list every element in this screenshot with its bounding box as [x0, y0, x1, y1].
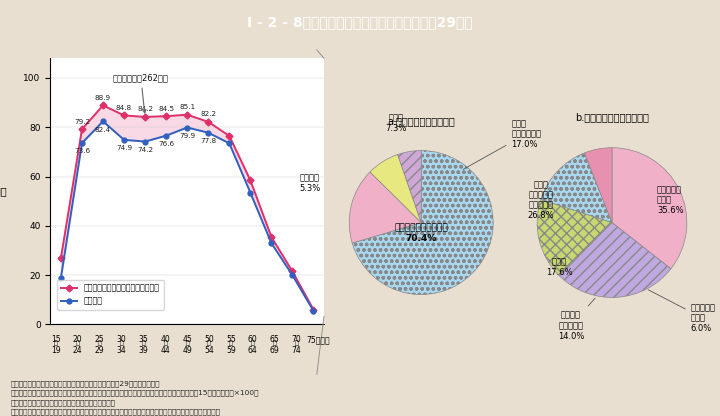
Text: 〜: 〜: [163, 340, 167, 346]
Text: 82.4: 82.4: [95, 127, 111, 133]
Wedge shape: [352, 151, 493, 295]
Text: 〜: 〜: [120, 340, 123, 346]
Text: 79.2: 79.2: [74, 119, 90, 125]
Text: 〜: 〜: [185, 340, 189, 346]
Title: a.　希望する就業形態別: a. 希望する就業形態別: [387, 116, 455, 126]
Wedge shape: [349, 172, 421, 243]
Text: 44: 44: [161, 346, 170, 355]
Text: 健康上の
理由のため
14.0%: 健康上の 理由のため 14.0%: [557, 298, 595, 341]
Text: 76.6: 76.6: [158, 141, 174, 147]
Text: 20: 20: [73, 335, 83, 344]
Text: 〜: 〜: [229, 340, 233, 346]
Text: 〜: 〜: [273, 340, 276, 346]
Wedge shape: [397, 151, 421, 223]
Wedge shape: [537, 199, 612, 276]
Text: ３．「自営業主」には，「内職者」を含む。: ３．「自営業主」には，「内職者」を含む。: [11, 399, 116, 406]
Text: ４．割合は，希望する就業形態別内訳及び求職していない理由別内訳の合計に占める割合を示す。: ４．割合は，希望する就業形態別内訳及び求職していない理由別内訳の合計に占める割合…: [11, 408, 221, 415]
Text: 84.5: 84.5: [158, 106, 174, 112]
Text: （備考）１．総務省「労働力調査（詳細集計）」（平成29年）より作成。: （備考）１．総務省「労働力調査（詳細集計）」（平成29年）より作成。: [11, 381, 161, 387]
Text: 88.9: 88.9: [95, 95, 111, 101]
Text: 〜: 〜: [54, 340, 58, 346]
Text: 45: 45: [182, 335, 192, 344]
Text: 54: 54: [204, 346, 214, 355]
Text: 82.2: 82.2: [200, 111, 216, 117]
Text: その他
17.6%: その他 17.6%: [546, 258, 573, 277]
Legend: 労働力率＋就業希望者の対人口割合, 労働力率: 労働力率＋就業希望者の対人口割合, 労働力率: [57, 280, 163, 310]
Text: 60: 60: [248, 335, 258, 344]
Text: 正規の
職員・従業員
17.0%: 正規の 職員・従業員 17.0%: [463, 119, 541, 169]
Text: 出産・育児
のため
35.6%: 出産・育児 のため 35.6%: [657, 185, 683, 215]
Wedge shape: [541, 153, 612, 223]
Text: 40: 40: [161, 335, 170, 344]
Text: ２．労働力率＋就業希望者の対人口割合は，（「労働力人口」＋「就業希望者」）／「15歳以上人口」×100。: ２．労働力率＋就業希望者の対人口割合は，（「労働力人口」＋「就業希望者」）／「1…: [11, 390, 259, 396]
Text: I - 2 - 8図　女性の就業希望者の内訳（平成29年）: I - 2 - 8図 女性の就業希望者の内訳（平成29年）: [247, 15, 473, 29]
Text: 70: 70: [292, 335, 302, 344]
Text: 介護・看護
のため
6.0%: 介護・看護 のため 6.0%: [648, 290, 716, 333]
Text: 74: 74: [292, 346, 302, 355]
Text: 30: 30: [117, 335, 127, 344]
Text: 適当な
仕事があり
そうにない
26.8%: 適当な 仕事があり そうにない 26.8%: [528, 180, 554, 220]
Text: 74.2: 74.2: [137, 147, 153, 153]
Text: 73.6: 73.6: [74, 149, 90, 154]
Text: 84.8: 84.8: [116, 105, 132, 111]
Text: その他
7.3%: その他 7.3%: [385, 113, 407, 133]
Text: 85.1: 85.1: [179, 104, 195, 110]
Text: 〜: 〜: [207, 340, 211, 346]
Text: 25: 25: [95, 335, 104, 344]
Text: 50: 50: [204, 335, 214, 344]
Wedge shape: [559, 223, 671, 297]
Text: 自営業主
5.3%: 自営業主 5.3%: [299, 173, 320, 193]
Text: 65: 65: [270, 335, 279, 344]
Text: 59: 59: [226, 346, 236, 355]
Text: 74.9: 74.9: [116, 145, 132, 151]
Text: 15: 15: [51, 335, 60, 344]
Text: 34: 34: [117, 346, 127, 355]
Text: 77.8: 77.8: [200, 138, 216, 144]
Text: 19: 19: [51, 346, 60, 355]
Text: 29: 29: [95, 346, 104, 355]
Text: 35: 35: [138, 335, 148, 344]
Text: 非正規の職員・従業員
70.4%: 非正規の職員・従業員 70.4%: [395, 224, 448, 243]
Text: 〜: 〜: [142, 340, 145, 346]
Text: 〜: 〜: [98, 340, 102, 346]
Text: 〜: 〜: [76, 340, 80, 346]
Y-axis label: （％）: （％）: [0, 186, 7, 196]
Text: 64: 64: [248, 346, 258, 355]
Text: 75（歳）: 75（歳）: [307, 335, 330, 344]
Text: 79.9: 79.9: [179, 133, 195, 139]
Wedge shape: [585, 148, 612, 223]
Text: 就業希望者：262万人: 就業希望者：262万人: [113, 74, 168, 113]
Text: 39: 39: [138, 346, 148, 355]
Text: 84.2: 84.2: [137, 106, 153, 112]
Text: 55: 55: [226, 335, 236, 344]
Title: b.　求職していない理由別: b. 求職していない理由別: [575, 113, 649, 123]
Text: 49: 49: [182, 346, 192, 355]
Text: 〜: 〜: [251, 340, 255, 346]
Text: 24: 24: [73, 346, 83, 355]
Text: 〜: 〜: [294, 340, 299, 346]
Wedge shape: [370, 154, 421, 223]
Text: 69: 69: [270, 346, 279, 355]
Wedge shape: [612, 148, 687, 269]
